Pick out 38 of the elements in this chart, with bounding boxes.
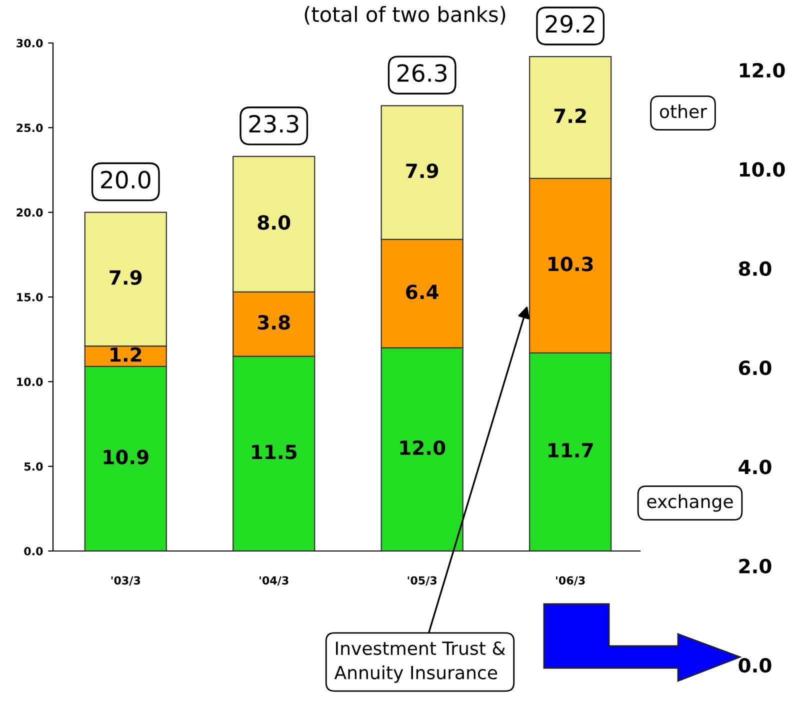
data-label: 1.2 bbox=[110, 347, 142, 362]
x-tick-label: '04/3 bbox=[260, 576, 288, 586]
y2-tick-label: 10.0 bbox=[740, 162, 785, 177]
total-label: 20.0 bbox=[101, 170, 150, 189]
text: other bbox=[660, 104, 708, 118]
y-tick-label: 5.0 bbox=[24, 462, 43, 471]
data-label: 11.7 bbox=[548, 443, 593, 458]
data-label: 3.8 bbox=[258, 315, 290, 330]
y2-tick-label: 8.0 bbox=[738, 261, 772, 276]
x-tick-label: '03/3 bbox=[111, 576, 140, 586]
x-tick-label: '06/3 bbox=[556, 576, 585, 586]
y-tick-label: 15.0 bbox=[17, 292, 43, 302]
total-label: 23.3 bbox=[249, 114, 298, 133]
y2-tick-label: 12.0 bbox=[740, 62, 785, 78]
data-label: 7.2 bbox=[554, 108, 586, 123]
y2-tick-label: 6.0 bbox=[738, 360, 772, 376]
data-label: 10.3 bbox=[548, 256, 593, 272]
data-label: 10.9 bbox=[104, 450, 148, 464]
y-tick-label: 0.0 bbox=[24, 546, 43, 556]
data-label: 8.0 bbox=[258, 215, 290, 230]
total-label: 29.2 bbox=[546, 14, 594, 33]
data-label: 7.9 bbox=[406, 163, 438, 178]
y-tick-label: 10.0 bbox=[17, 378, 43, 386]
series-label: exchange bbox=[647, 494, 733, 512]
y-tick-label: 25.0 bbox=[16, 124, 43, 132]
data-label: 11.5 bbox=[252, 444, 296, 460]
data-label: 12.0 bbox=[400, 440, 446, 456]
text: Investment Trust & Annuity Insurance bbox=[334, 641, 506, 683]
y2-tick-label: 0.0 bbox=[738, 658, 772, 673]
chart-title: (total of two banks) bbox=[304, 6, 506, 25]
data-label: 6.4 bbox=[406, 284, 438, 300]
y-tick-label: 30.0 bbox=[16, 38, 43, 48]
x-tick-label: '05/3 bbox=[408, 576, 437, 586]
data-label: 7.9 bbox=[110, 270, 142, 285]
y-tick-label: 20.0 bbox=[16, 208, 43, 217]
y2-tick-label: 2.0 bbox=[739, 558, 772, 574]
total-label: 26.3 bbox=[398, 64, 446, 82]
y2-tick-label: 4.0 bbox=[738, 460, 772, 474]
